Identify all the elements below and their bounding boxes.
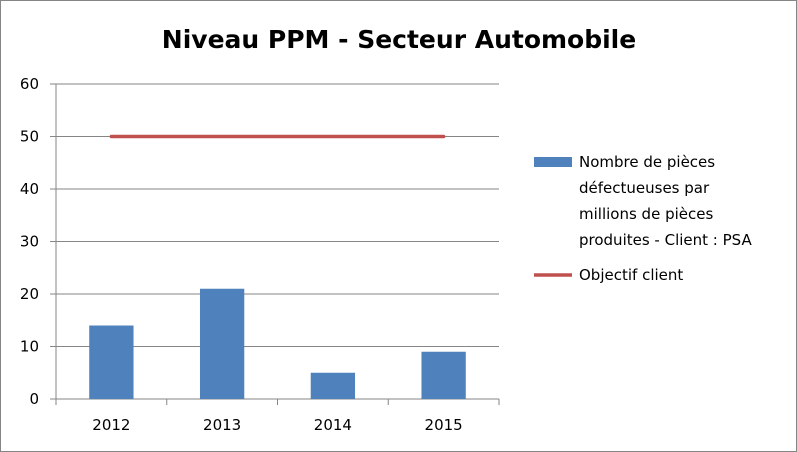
y-tick-label: 40 — [20, 180, 39, 198]
bar-2014 — [310, 372, 356, 399]
legend-label-line: produites - Client : PSA — [579, 231, 752, 249]
y-tick-label: 0 — [29, 390, 39, 408]
y-tick-label: 10 — [20, 338, 39, 356]
legend-label-line: millions de pièces — [579, 205, 713, 223]
gridlines — [56, 83, 499, 347]
tick-labels: 0 10 20 30 40 50 60 2012 2013 2014 2015 — [20, 75, 463, 434]
legend-label-line: Nombre de pièces — [579, 153, 715, 171]
x-tick-label: 2012 — [92, 416, 130, 434]
y-tick-label: 60 — [20, 75, 39, 93]
x-tick-label: 2014 — [314, 416, 352, 434]
x-tick-label: 2015 — [425, 416, 463, 434]
y-tick-label: 30 — [20, 233, 39, 251]
x-tick-label: 2013 — [203, 416, 241, 434]
y-tick-label: 20 — [20, 285, 39, 303]
legend-label: Objectif client — [579, 266, 683, 284]
bar-2015 — [421, 351, 466, 399]
legend: Nombre de pièces défectueuses par millions… — [534, 153, 752, 284]
bar-series — [89, 288, 466, 399]
y-tick-label: 50 — [20, 128, 39, 146]
chart-title: Niveau PPM - Secteur Automobile — [162, 25, 636, 54]
legend-label-line: Objectif client — [579, 266, 683, 284]
bar-2013 — [199, 288, 245, 399]
bar-2012 — [89, 325, 134, 399]
legend-marker-bar — [534, 157, 572, 167]
legend-label: Nombre de pièces défectueuses par millions… — [579, 153, 752, 249]
legend-label-line: défectueuses par — [579, 179, 710, 197]
